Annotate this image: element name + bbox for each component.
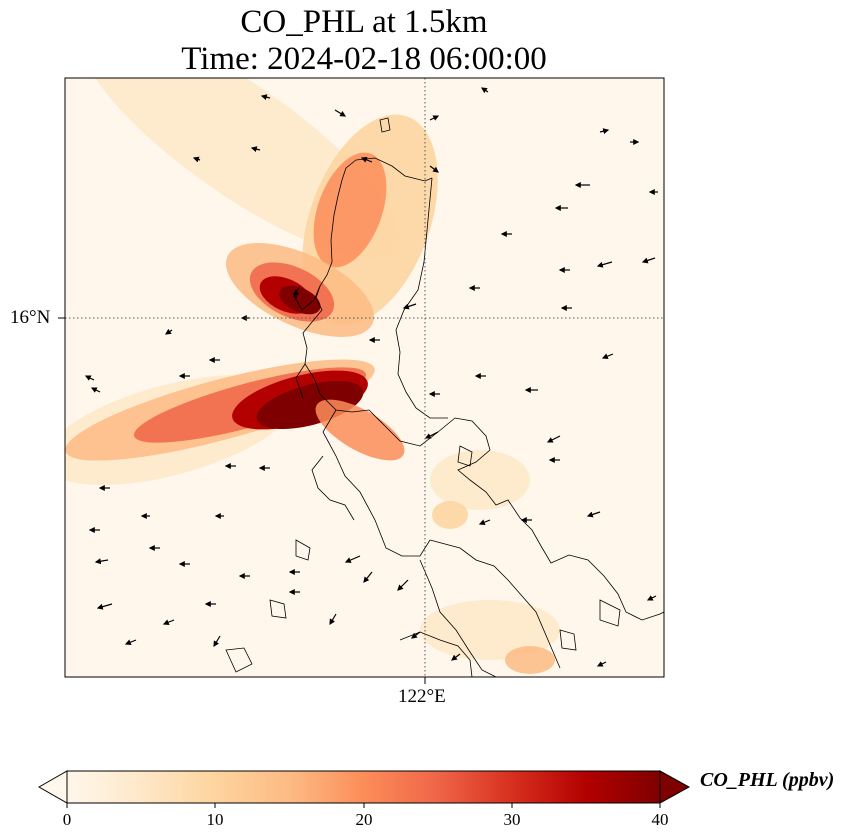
colorbar-gradient	[66, 770, 661, 804]
map-frame	[64, 77, 665, 678]
wind-arrow	[162, 619, 175, 626]
wind-arrow	[478, 519, 491, 526]
wind-arrow	[596, 261, 613, 268]
concentration-patch	[313, 152, 387, 268]
concentration-patch	[100, 500, 300, 580]
island-polillo	[457, 445, 473, 467]
longitude-tick-label: 122°E	[398, 686, 446, 707]
wind-arrow	[429, 165, 439, 173]
wind-arrow	[411, 631, 421, 639]
map-panel	[58, 77, 665, 684]
wind-arrow	[601, 353, 614, 360]
map-title-line-1: CO_PHL at 1.5km	[240, 4, 488, 40]
wind-arrow	[124, 639, 137, 646]
wind-arrow	[360, 156, 373, 163]
island-small-1	[295, 539, 311, 561]
wind-arrow	[250, 146, 261, 153]
wind-vectors	[84, 87, 658, 667]
wind-arrow	[596, 661, 607, 667]
wind-arrow	[334, 109, 347, 117]
colorbar-extend-min	[37, 770, 68, 804]
wind-arrow	[451, 653, 461, 661]
concentration-patch	[430, 450, 530, 510]
colorbar-label: CO_PHL (ppbv)	[700, 769, 835, 791]
wind-arrow	[94, 558, 109, 565]
wind-arrow	[192, 156, 201, 163]
island-small-5	[559, 629, 577, 651]
wind-arrow	[397, 579, 409, 591]
colorbar-tick-label: 30	[503, 810, 521, 829]
wind-arrow	[344, 555, 361, 563]
map-title-line-2: Time: 2024-02-18 06:00:00	[181, 41, 547, 77]
wind-arrow	[96, 603, 113, 610]
island-small-6	[599, 599, 621, 627]
concentration-patch	[432, 501, 468, 529]
island-small-2	[269, 599, 287, 619]
island-small-4	[379, 117, 391, 133]
wind-arrow	[84, 375, 95, 381]
bataan-coast	[311, 455, 355, 521]
wind-arrow	[586, 511, 601, 518]
luzon-coastline	[302, 157, 664, 621]
wind-arrow	[546, 435, 561, 443]
wind-arrow	[424, 431, 439, 439]
island-small-3	[225, 647, 253, 673]
wind-arrow	[363, 571, 373, 583]
wind-arrow	[481, 87, 489, 94]
colorbar-tick-label: 40	[651, 810, 669, 829]
wind-arrow	[599, 128, 610, 135]
manila-bay-coast	[322, 409, 431, 557]
concentration-patch	[315, 399, 405, 461]
co-concentration-field	[65, 78, 560, 674]
wind-arrow	[260, 94, 271, 101]
wind-arrow	[329, 613, 337, 626]
wind-arrow	[90, 387, 101, 393]
wind-arrow	[429, 115, 440, 121]
concentration-patch	[256, 381, 364, 429]
concentration-patch	[505, 646, 555, 674]
wind-arrow	[402, 303, 417, 310]
southern-tagalog-coast	[419, 539, 561, 677]
colorbar-tick-label: 0	[62, 810, 72, 829]
latitude-tick-label: 16°N	[10, 307, 51, 328]
wind-arrow	[646, 595, 657, 601]
concentration-patch	[279, 285, 321, 315]
wind-arrow	[213, 635, 221, 648]
colorbar-tick-label: 10	[206, 810, 224, 829]
colorbar-tick-label: 20	[355, 810, 373, 829]
colorbar-extend-max	[659, 770, 691, 804]
wind-arrow	[165, 328, 173, 335]
wind-arrow	[641, 257, 656, 264]
